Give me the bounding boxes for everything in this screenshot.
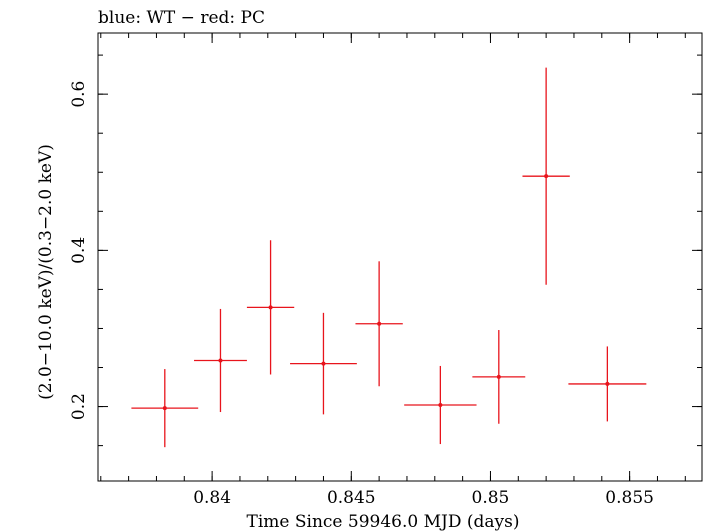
point-marker: [544, 174, 549, 179]
data-point: [355, 261, 403, 387]
x-tick-label: 0.84: [193, 488, 231, 508]
point-marker: [321, 361, 326, 366]
data-point: [568, 346, 647, 422]
point-marker: [162, 406, 167, 411]
point-marker: [605, 381, 610, 386]
x-axis-label: Time Since 59946.0 MJD (days): [247, 512, 520, 532]
y-tick-label: 0.4: [69, 237, 89, 264]
data-point: [290, 312, 357, 415]
y-axis-label: (2.0−10.0 keV)/(0.3−2.0 keV): [36, 144, 56, 400]
data-point: [472, 330, 526, 424]
point-marker: [377, 321, 382, 326]
y-tick-label: 0.2: [69, 393, 89, 420]
plot-frame: [97, 32, 703, 482]
data-point: [194, 308, 247, 413]
data-point: [404, 365, 477, 445]
chart-title: blue: WT − red: PC: [98, 8, 265, 28]
point-marker: [438, 403, 443, 408]
axis-ticks: [98, 33, 702, 481]
point-marker: [496, 374, 501, 379]
x-tick-label: 0.855: [605, 488, 654, 508]
x-tick-label: 0.85: [472, 488, 510, 508]
x-tick-label: 0.845: [327, 488, 376, 508]
data-points: [131, 67, 647, 448]
point-marker: [218, 358, 223, 363]
y-tick-label: 0.6: [69, 81, 89, 108]
data-point: [131, 369, 199, 448]
tick-labels: 0.84 0.845 0.85 0.855 0.2 0.4 0.6: [69, 81, 654, 508]
point-marker: [268, 305, 273, 310]
data-point: [246, 240, 295, 375]
data-point: [522, 67, 570, 285]
